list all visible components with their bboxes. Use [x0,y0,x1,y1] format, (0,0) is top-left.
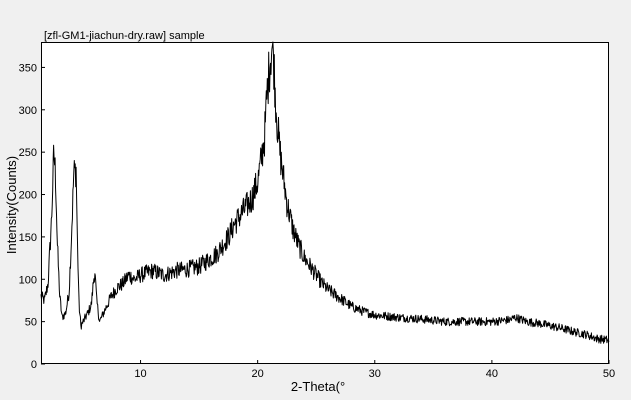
x-tick-label: 20 [252,368,264,380]
y-tick-label: 200 [19,190,37,202]
x-axis: 10 20 30 40 50 [134,360,615,380]
y-tick-label: 300 [19,105,37,117]
y-tick-label: 350 [19,62,37,74]
x-tick-label: 10 [134,368,146,380]
x-tick-label: 40 [486,368,498,380]
diffraction-pattern-line [40,41,610,344]
y-tick-label: 0 [31,359,37,371]
y-axis-title: Intensity(Counts) [4,156,19,254]
plot-area [41,42,609,364]
y-tick-label: 100 [19,274,37,286]
y-axis: 0 50 100 150 200 250 300 350 [19,62,45,371]
y-tick-label: 150 [19,232,37,244]
y-tick-label: 50 [25,317,37,329]
chart-title: [zfl-GM1-jiachun-dry.raw] sample [44,30,205,42]
x-tick-label: 50 [603,368,615,380]
y-tick-label: 250 [19,147,37,159]
x-axis-title: 2-Theta(° [291,379,345,394]
x-tick-label: 30 [369,368,381,380]
